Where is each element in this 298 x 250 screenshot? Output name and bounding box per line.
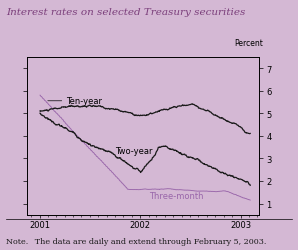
Text: Note.  The data are daily and extend through February 5, 2003.: Note. The data are daily and extend thro… — [6, 237, 266, 245]
Text: Two-year: Two-year — [115, 146, 152, 155]
Text: Three-month: Three-month — [149, 192, 203, 200]
Text: Interest rates on selected Treasury securities: Interest rates on selected Treasury secu… — [6, 8, 245, 16]
Text: Ten-year: Ten-year — [66, 97, 102, 106]
Text: Percent: Percent — [234, 38, 263, 48]
